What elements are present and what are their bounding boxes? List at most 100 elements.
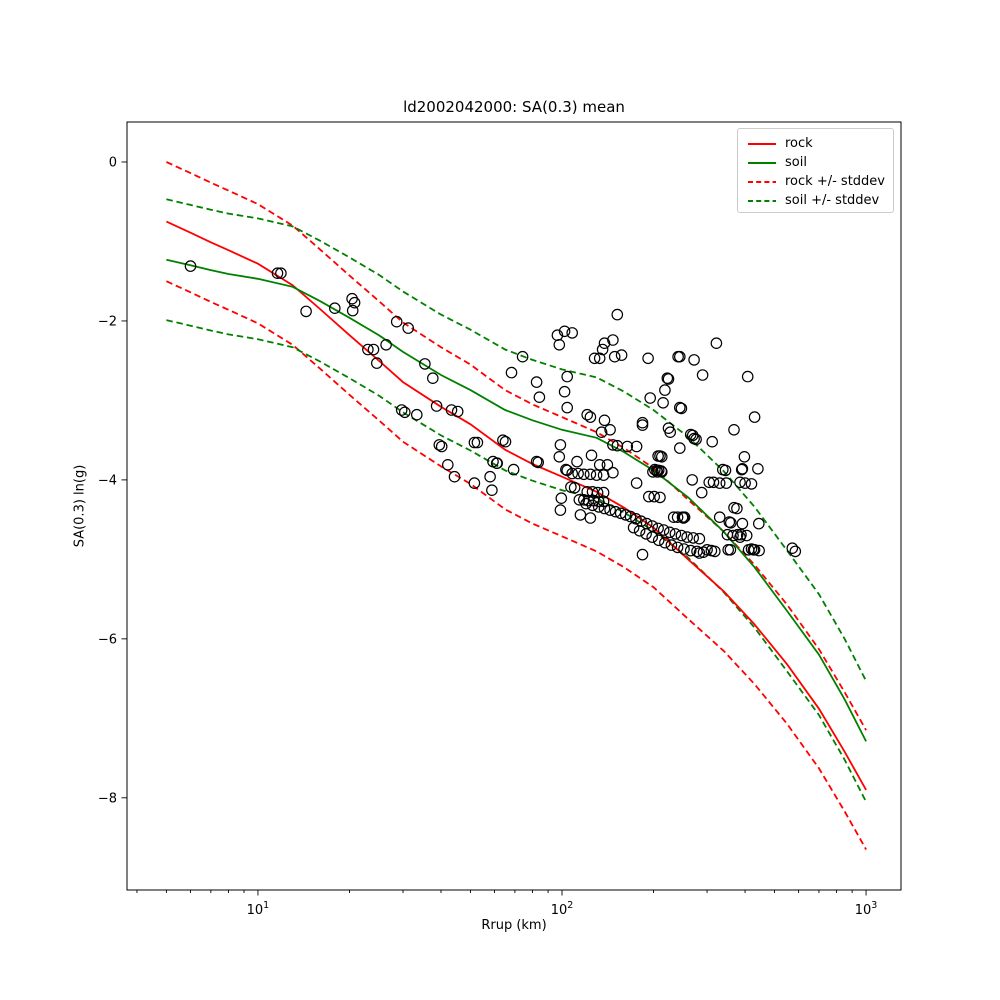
- data-point: [390, 315, 403, 328]
- data-point: [655, 450, 668, 463]
- data-point: [555, 492, 568, 504]
- y-axis-label: SA(0.3) ln(g): [72, 464, 88, 548]
- data-point: [736, 462, 749, 475]
- data-point: [789, 545, 802, 558]
- data-point: [597, 469, 610, 481]
- data-point: [574, 509, 587, 521]
- y-tick-label: −8: [98, 791, 117, 806]
- data-point: [661, 372, 674, 384]
- data-point: [598, 502, 611, 515]
- data-point: [275, 267, 287, 279]
- data-point: [662, 422, 675, 434]
- data-point: [271, 267, 284, 279]
- data-point: [644, 392, 656, 404]
- data-point: [410, 408, 423, 421]
- data-point: [611, 308, 624, 321]
- data-point: [739, 477, 751, 489]
- data-point: [577, 468, 590, 481]
- data-point: [598, 414, 611, 427]
- data-point: [566, 467, 578, 480]
- data-point: [553, 338, 566, 351]
- data-point: [608, 350, 621, 363]
- data-point: [721, 528, 734, 541]
- data-point: [448, 470, 461, 483]
- legend-label: rock +/- stddev: [785, 174, 885, 189]
- y-tick-label: 0: [109, 155, 117, 170]
- data-point: [713, 511, 726, 523]
- data-point: [648, 490, 660, 503]
- soil-mean-line: [166, 258, 867, 742]
- data-point: [367, 343, 380, 356]
- data-point: [328, 302, 341, 314]
- data-point: [533, 391, 546, 403]
- y-tick-label: −6: [98, 632, 117, 647]
- data-point: [300, 305, 312, 318]
- data-point: [697, 546, 710, 558]
- data-point: [719, 464, 732, 477]
- data-point: [752, 462, 764, 475]
- data-point: [696, 369, 709, 381]
- rock-upper-stddev-line: [166, 161, 867, 731]
- data-point: [607, 439, 619, 451]
- data-point: [734, 476, 746, 489]
- legend-label: soil +/- stddev: [785, 193, 880, 208]
- data-point: [706, 435, 718, 448]
- data-point: [348, 296, 361, 309]
- data-point: [554, 439, 567, 451]
- data-point: [701, 543, 713, 556]
- data-point: [441, 458, 454, 471]
- data-point: [695, 486, 708, 499]
- data-point: [592, 501, 605, 513]
- data-point: [554, 504, 567, 516]
- data-point: [590, 469, 603, 481]
- data-point: [713, 477, 726, 489]
- tick-labels: 101 102 103 0 −2 −4 −6 −8: [98, 155, 878, 918]
- data-point: [468, 436, 481, 449]
- data-point: [471, 436, 484, 449]
- data-point: [490, 457, 503, 469]
- data-point: [619, 509, 632, 521]
- data-point: [486, 484, 498, 496]
- data-point: [516, 350, 529, 363]
- data-point: [499, 435, 512, 448]
- legend-line-sample: [748, 142, 776, 145]
- data-point: [659, 536, 671, 549]
- data-point: [735, 463, 748, 476]
- y-tick-label: −4: [98, 473, 117, 488]
- data-point: [686, 474, 698, 486]
- data-point: [642, 352, 654, 365]
- data-point: [720, 477, 733, 489]
- data-point: [673, 442, 686, 454]
- data-point: [581, 408, 593, 421]
- data-point: [710, 337, 723, 349]
- data-point: [433, 439, 446, 451]
- scatter-points: [184, 260, 802, 561]
- data-point: [346, 304, 359, 317]
- data-point: [707, 476, 720, 489]
- legend-line-sample: [748, 199, 776, 202]
- data-point: [584, 512, 597, 524]
- legend-line-sample: [748, 180, 776, 183]
- data-point: [724, 543, 737, 556]
- data-point: [572, 467, 584, 480]
- data-point: [748, 411, 761, 423]
- data-point: [560, 463, 572, 476]
- soil-lower-stddev-line: [166, 319, 867, 803]
- chart-title: ld2002042000: SA(0.3) mean: [403, 98, 625, 116]
- data-point: [748, 543, 761, 556]
- legend-entry-rock-stddev: rock +/- stddev: [738, 172, 893, 191]
- data-point: [686, 429, 699, 442]
- data-point: [573, 493, 586, 506]
- data-point: [646, 520, 658, 532]
- data-point: [601, 458, 614, 471]
- data-point: [657, 524, 670, 536]
- data-point: [604, 423, 616, 436]
- data-point: [630, 440, 643, 453]
- data-point: [532, 456, 544, 469]
- data-point: [621, 440, 634, 453]
- x-tick-label: 101: [247, 900, 270, 918]
- data-point: [484, 470, 496, 483]
- x-axis-label: Rrup (km): [481, 918, 547, 933]
- legend: rock soil rock +/- stddev soil +/- stddev: [737, 128, 894, 213]
- data-point: [786, 542, 799, 554]
